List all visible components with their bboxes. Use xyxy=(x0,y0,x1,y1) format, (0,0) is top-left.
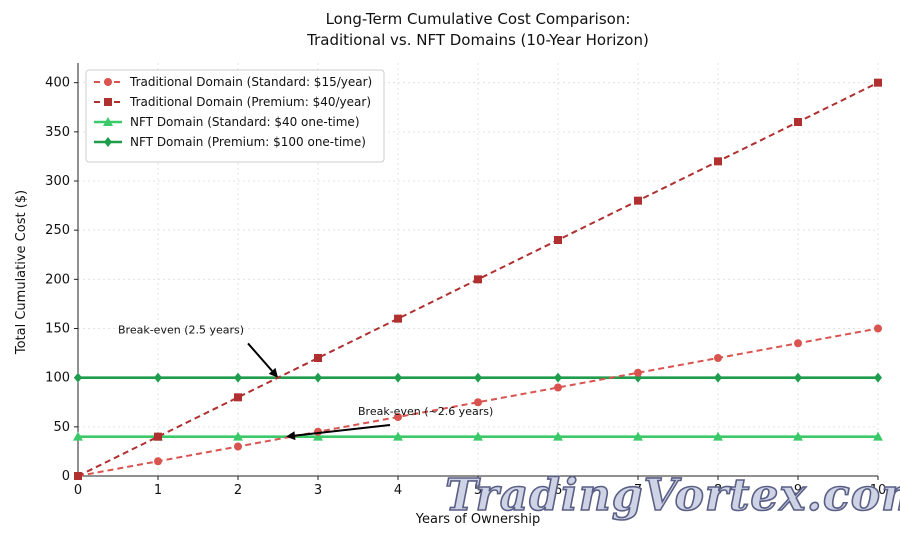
x-tick-label: 8 xyxy=(714,483,722,498)
data-point xyxy=(314,372,322,383)
data-point xyxy=(554,236,562,244)
y-tick-label: 100 xyxy=(45,371,70,386)
data-point xyxy=(234,372,242,383)
series-0 xyxy=(74,324,882,480)
legend-swatch-marker xyxy=(104,137,112,147)
x-tick-label: 9 xyxy=(794,483,802,498)
data-point xyxy=(74,372,82,383)
x-tick-label: 7 xyxy=(634,483,642,498)
y-tick-label: 400 xyxy=(45,76,70,91)
data-point xyxy=(793,431,803,441)
annotation-0: Break-even (2.5 years) xyxy=(118,323,278,378)
legend-item-0: Traditional Domain (Standard: $15/year) xyxy=(94,75,372,89)
y-tick-label: 250 xyxy=(45,223,70,238)
chart-title: Long-Term Cumulative Cost Comparison: Tr… xyxy=(306,10,649,49)
data-point xyxy=(234,393,242,402)
legend-item-1: Traditional Domain (Premium: $40/year) xyxy=(94,95,371,109)
annotation-arrow-line xyxy=(294,424,391,437)
data-point xyxy=(553,431,563,441)
legend-label: NFT Domain (Premium: $100 one-time) xyxy=(130,135,366,149)
y-axis-label: Total Cumulative Cost ($) xyxy=(14,190,29,355)
x-tick-label: 2 xyxy=(234,483,242,498)
y-tick-label: 50 xyxy=(53,420,70,435)
y-tick-label: 200 xyxy=(45,272,70,287)
y-tick-label: 350 xyxy=(45,125,70,140)
annotation-text: Break-even (2.5 years) xyxy=(118,323,244,336)
series-3 xyxy=(74,372,882,383)
y-tick-label: 0 xyxy=(62,469,70,484)
legend-item-3: NFT Domain (Premium: $100 one-time) xyxy=(94,135,366,149)
data-point xyxy=(554,372,562,383)
annotation-arrow-head xyxy=(286,431,296,441)
data-point xyxy=(154,432,162,441)
legend-swatch-marker xyxy=(104,98,112,106)
x-tick-label: 0 xyxy=(74,483,82,498)
y-tick-label: 300 xyxy=(45,174,70,189)
data-point xyxy=(393,431,403,441)
x-tick-label: 5 xyxy=(474,483,482,498)
legend-swatch-marker xyxy=(103,117,113,126)
data-point xyxy=(394,413,402,421)
legend-swatch-marker xyxy=(104,78,112,86)
data-point xyxy=(794,339,802,348)
data-point xyxy=(313,431,323,441)
data-point xyxy=(874,324,882,333)
data-point xyxy=(794,372,802,383)
data-point xyxy=(474,275,482,284)
data-point xyxy=(633,431,643,441)
data-point xyxy=(873,431,883,441)
data-point xyxy=(233,431,243,441)
watermark-logo: TradingVortex.com xyxy=(445,470,900,521)
data-point xyxy=(874,372,882,383)
legend-box xyxy=(85,69,385,163)
data-point xyxy=(314,427,322,436)
x-tick-label: 3 xyxy=(314,483,322,498)
series-1 xyxy=(74,78,882,480)
legend-label: NFT Domain (Standard: $40 one-time) xyxy=(130,115,360,129)
data-point xyxy=(713,431,723,441)
annotation-text: Break-even (~2.6 years) xyxy=(358,405,493,418)
legend: Traditional Domain (Standard: $15/year) T… xyxy=(85,69,385,163)
data-point xyxy=(394,372,402,383)
legend-label: Traditional Domain (Standard: $15/year) xyxy=(129,75,372,89)
data-point xyxy=(394,314,402,323)
y-tick-label: 150 xyxy=(45,322,70,337)
series-line xyxy=(77,327,879,477)
data-point xyxy=(473,431,483,441)
data-point xyxy=(714,372,722,383)
chart-title-line-2: Traditional vs. NFT Domains (10-Year Hor… xyxy=(306,31,649,49)
data-point xyxy=(554,383,562,392)
annotation-1: Break-even (~2.6 years) xyxy=(286,405,493,441)
data-point xyxy=(474,372,482,383)
x-tick-label: 4 xyxy=(394,483,402,498)
series xyxy=(73,78,883,480)
data-point xyxy=(634,196,642,205)
data-point xyxy=(234,442,242,451)
data-point xyxy=(634,368,642,377)
data-point xyxy=(73,431,83,441)
legend-item-2: NFT Domain (Standard: $40 one-time) xyxy=(94,115,360,129)
x-axis-label: Years of Ownership xyxy=(415,512,540,527)
data-point xyxy=(714,354,722,362)
x-tick-label: 6 xyxy=(554,483,562,498)
data-point xyxy=(714,157,722,166)
x-tick-label: 10 xyxy=(870,483,887,498)
data-point xyxy=(474,398,482,407)
data-point xyxy=(314,354,322,362)
annotation-arrow-line xyxy=(247,342,273,372)
chart-title-line-1: Long-Term Cumulative Cost Comparison: xyxy=(326,10,631,28)
x-tick-label: 1 xyxy=(154,483,162,498)
data-point xyxy=(74,472,82,480)
data-point xyxy=(154,457,162,466)
annotation-arrow-head xyxy=(268,367,278,378)
data-point xyxy=(154,372,162,383)
annotations: Break-even (2.5 years) Break-even (~2.6 y… xyxy=(118,323,493,441)
series-2 xyxy=(73,431,883,441)
data-point xyxy=(874,78,882,87)
data-point xyxy=(794,118,802,126)
legend-label: Traditional Domain (Premium: $40/year) xyxy=(129,95,371,109)
